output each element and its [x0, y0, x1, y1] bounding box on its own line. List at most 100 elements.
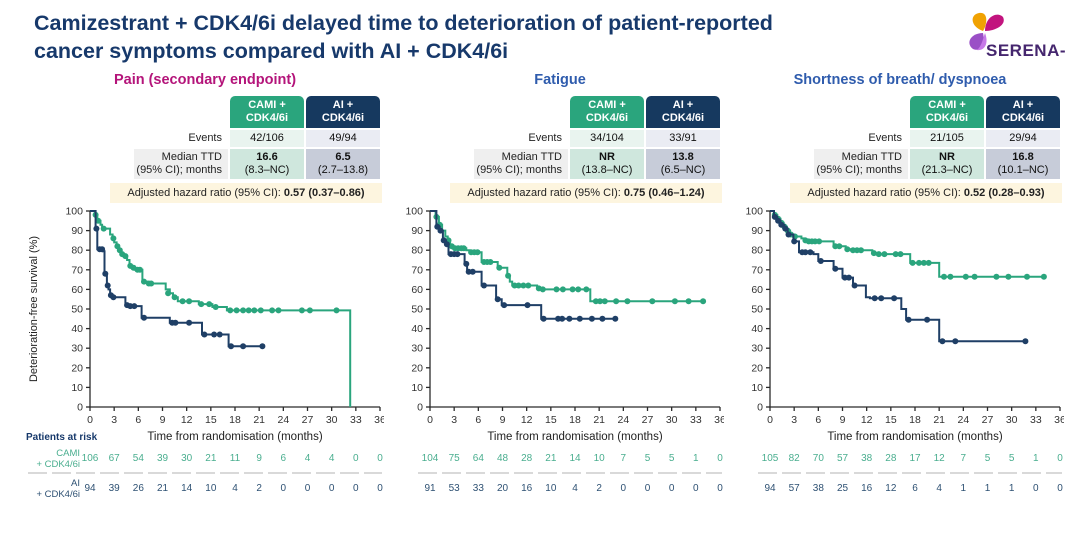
- y-tick-label: 50: [71, 303, 83, 315]
- events-cami: 42/106: [230, 129, 304, 147]
- risk-row-label: AI: [71, 478, 80, 489]
- risk-count: 48: [497, 453, 509, 464]
- risk-count: 30: [181, 453, 193, 464]
- x-tick-label: 6: [475, 414, 481, 426]
- y-tick-label: 10: [411, 382, 423, 394]
- arm-header-row: CAMI + CDK4/6i AI + CDK4/6i: [134, 95, 380, 128]
- x-tick-label: 27: [302, 414, 314, 426]
- x-tick-label: 33: [1030, 414, 1042, 426]
- risk-count: 20: [497, 483, 509, 494]
- risk-count: 39: [157, 453, 169, 464]
- x-tick-label: 21: [253, 414, 265, 426]
- arm-header-cami: CAMI + CDK4/6i: [910, 95, 984, 128]
- x-tick-label: 9: [500, 414, 506, 426]
- y-tick-label: 80: [411, 244, 423, 256]
- y-tick-label: 90: [71, 225, 83, 237]
- x-tick-label: 15: [885, 414, 897, 426]
- risk-count: 16: [521, 483, 533, 494]
- y-tick-label: 0: [77, 401, 83, 413]
- y-tick-label: 0: [757, 401, 763, 413]
- y-tick-label: 50: [751, 303, 763, 315]
- risk-count: 33: [473, 483, 485, 494]
- risk-count: 0: [377, 483, 383, 494]
- risk-count: 54: [133, 453, 145, 464]
- y-tick-label: 20: [411, 362, 423, 374]
- risk-count: 14: [569, 453, 581, 464]
- risk-count: 38: [861, 453, 873, 464]
- hazard-ratio: Adjusted hazard ratio (95% CI): 0.57 (0.3…: [110, 182, 382, 203]
- x-tick-label: 9: [160, 414, 166, 426]
- risk-count: 94: [764, 483, 776, 494]
- x-tick-label: 24: [617, 414, 629, 426]
- risk-count: 75: [449, 453, 461, 464]
- km-curve: [430, 209, 704, 302]
- risk-row-cami: 105 82 70 57 38 28 17 12 7 5 5 1 0: [762, 453, 1064, 464]
- x-axis-title: Time from randomisation (months): [827, 431, 1002, 443]
- y-tick-label: 40: [71, 323, 83, 335]
- median-cami: NR (21.3–NC): [910, 148, 984, 179]
- panels-row: Pain (secondary endpoint) CAMI + CDK4/6i …: [0, 70, 1080, 501]
- endpoint-panel-shortness: Shortness of breath/ dyspnoea CAMI + CDK4…: [736, 70, 1064, 501]
- risk-count: 28: [885, 453, 897, 464]
- risk-count: 17: [909, 453, 921, 464]
- summary-stats: CAMI + CDK4/6i AI + CDK4/6i Events 42/106 …: [110, 94, 382, 203]
- risk-count: 6: [281, 453, 287, 464]
- x-tick-label: 18: [909, 414, 921, 426]
- median-ai: 6.5 (2.7–13.8): [306, 148, 380, 179]
- y-tick-label: 30: [71, 342, 83, 354]
- panel-title: Shortness of breath/ dyspnoea: [793, 71, 1007, 88]
- censor-marks: [433, 213, 707, 304]
- panel-title: Pain (secondary endpoint): [113, 71, 297, 88]
- risk-count: 2: [596, 483, 602, 494]
- at-risk-table: 105 82 70 57 38 28 17 12 7 5 5 1 094 57 38 25 16 12 6 4 1 1 1 0…: [758, 453, 1064, 494]
- median-row: Median TTD (95% CI); months NR (21.3–NC) 1…: [814, 148, 1060, 179]
- risk-count: 1: [693, 453, 699, 464]
- risk-count: 57: [837, 453, 849, 464]
- events-ai: 33/91: [646, 129, 720, 147]
- slide-title-line1: Camizestrant + CDK4/6i delayed time to d…: [34, 11, 773, 35]
- arm-header-row: CAMI + CDK4/6i AI + CDK4/6i: [474, 95, 720, 128]
- risk-row-ai: 91 53 33 20 16 10 4 2 0 0 0 0 0: [424, 483, 723, 494]
- axes: [766, 210, 1061, 411]
- risk-count: 7: [621, 453, 627, 464]
- hazard-ratio: Adjusted hazard ratio (95% CI): 0.52 (0.2…: [790, 182, 1062, 203]
- x-tick-label: 21: [593, 414, 605, 426]
- risk-count: 64: [473, 453, 485, 464]
- risk-count: 12: [885, 483, 897, 494]
- risk-count: 0: [1033, 483, 1039, 494]
- risk-count: 0: [329, 483, 335, 494]
- risk-count: 16: [861, 483, 873, 494]
- x-tick-label: 0: [427, 414, 433, 426]
- censor-marks: [93, 225, 266, 349]
- y-tick-label: 90: [751, 225, 763, 237]
- x-tick-label: 30: [666, 414, 678, 426]
- km-series-ai-cdk4-6i: [430, 209, 619, 322]
- risk-count: 28: [521, 453, 533, 464]
- risk-count: 10: [594, 453, 606, 464]
- x-tick-label: 9: [840, 414, 846, 426]
- risk-count: 0: [717, 453, 723, 464]
- x-tick-label: 21: [933, 414, 945, 426]
- median-ai: 13.8 (6.5–NC): [646, 148, 720, 179]
- x-tick-label: 3: [791, 414, 797, 426]
- risk-count: 11: [230, 453, 241, 464]
- km-series-cami-cdk4-6i: [90, 209, 352, 407]
- km-curve: [90, 209, 264, 347]
- y-tick-label: 30: [751, 342, 763, 354]
- serena6-logo: SERENA-6: [969, 12, 1066, 60]
- y-tick-label: 90: [411, 225, 423, 237]
- risk-count: 0: [353, 483, 359, 494]
- events-cami: 34/104: [570, 129, 644, 147]
- events-row: Events 21/105 29/94: [814, 129, 1060, 147]
- endpoint-panel-pain: Pain (secondary endpoint) CAMI + CDK4/6i …: [26, 70, 384, 501]
- risk-count: 0: [717, 483, 723, 494]
- risk-count: 10: [205, 483, 217, 494]
- risk-count: 94: [84, 483, 96, 494]
- censor-marks: [771, 213, 1029, 345]
- y-tick-label: 40: [411, 323, 423, 335]
- x-axis-title: Time from randomisation (months): [147, 431, 322, 443]
